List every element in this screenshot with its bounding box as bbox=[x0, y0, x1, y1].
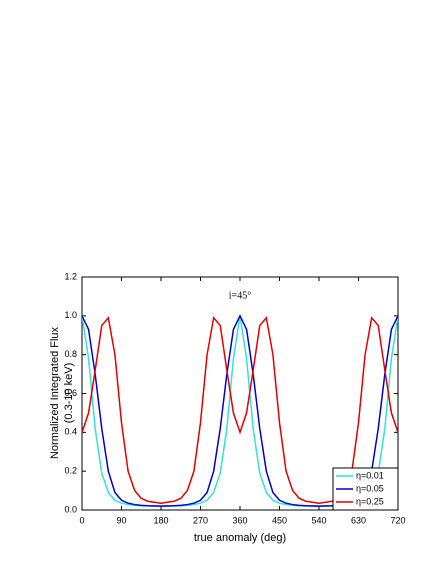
y-tick-label: 0.6 bbox=[64, 388, 77, 398]
x-tick-label: 270 bbox=[193, 515, 208, 525]
y-tick-label: 0.2 bbox=[64, 466, 77, 476]
y-tick-label: 0.4 bbox=[64, 427, 77, 437]
x-tick-label: 630 bbox=[351, 515, 366, 525]
x-tick-label: 360 bbox=[232, 515, 247, 525]
legend-label: η=0.25 bbox=[356, 496, 384, 506]
y-tick-label: 1.0 bbox=[64, 310, 77, 320]
y-tick-label: 1.2 bbox=[64, 271, 77, 281]
y-tick-label: 0.8 bbox=[64, 349, 77, 359]
x-tick-label: 720 bbox=[390, 515, 405, 525]
x-tick-label: 0 bbox=[79, 515, 84, 525]
annotation: i=45° bbox=[229, 290, 251, 301]
x-axis-title: true anomaly (deg) bbox=[194, 532, 286, 544]
x-tick-label: 540 bbox=[311, 515, 326, 525]
legend-label: η=0.05 bbox=[356, 483, 384, 493]
x-tick-label: 450 bbox=[272, 515, 287, 525]
x-tick-label: 180 bbox=[153, 515, 168, 525]
legend-label: η=0.01 bbox=[356, 470, 384, 480]
y-axis-title: Normalized Integrated Flux bbox=[49, 326, 61, 459]
y-axis-title: (0.3-10 keV) bbox=[63, 363, 75, 424]
x-tick-label: 90 bbox=[116, 515, 126, 525]
y-tick-label: 0.0 bbox=[64, 504, 77, 514]
